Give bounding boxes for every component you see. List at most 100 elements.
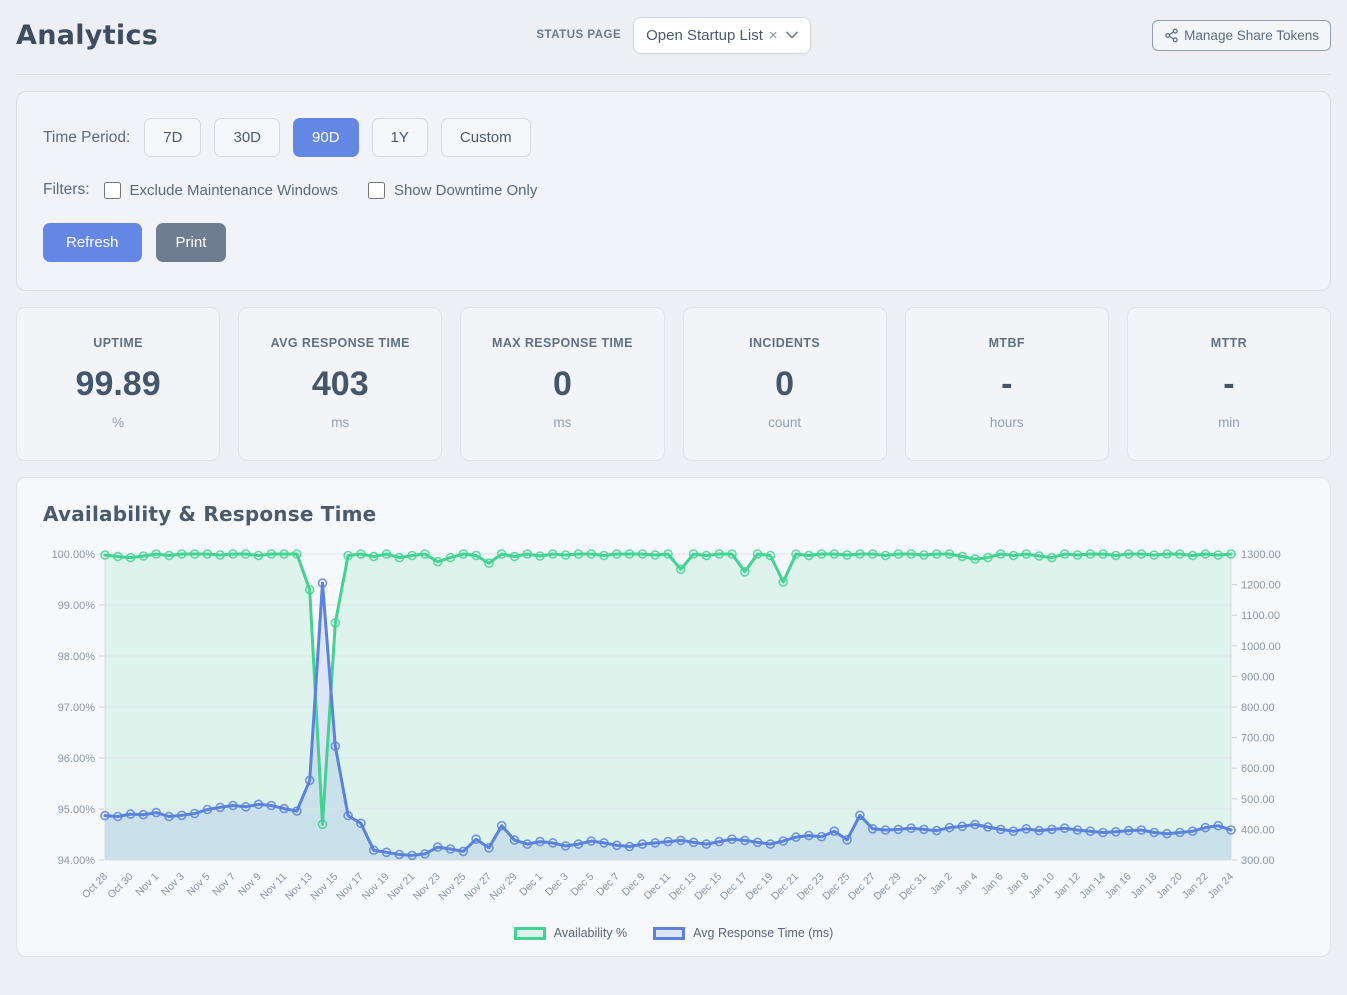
svg-text:Nov 13: Nov 13 (283, 871, 315, 903)
svg-text:94.00%: 94.00% (58, 855, 96, 867)
show-downtime-only-label: Show Downtime Only (393, 181, 538, 199)
svg-text:1000.00: 1000.00 (1241, 641, 1281, 653)
chart-legend: Availability % Avg Response Time (ms) (43, 926, 1304, 940)
status-page-label: STATUS PAGE (536, 29, 622, 41)
svg-text:500.00: 500.00 (1241, 794, 1275, 806)
manage-share-tokens-label: Manage Share Tokens (1184, 27, 1320, 43)
svg-text:Nov 3: Nov 3 (159, 871, 187, 899)
svg-text:1100.00: 1100.00 (1241, 610, 1280, 622)
filter-checkboxes: Exclude Maintenance Windows Show Downtime… (103, 181, 568, 199)
legend-swatch-availability (513, 926, 546, 940)
svg-text:Nov 17: Nov 17 (334, 871, 366, 903)
legend-swatch-avg-response-time-ms (653, 926, 686, 940)
stat-card-max-response-time-value: 0 (552, 365, 572, 403)
stat-card-max-response-time: MAX RESPONSE TIME 0 ms (460, 307, 665, 461)
svg-text:Jan 6: Jan 6 (979, 871, 1006, 898)
time-period-label: Time Period: (43, 128, 131, 146)
svg-text:98.00%: 98.00% (58, 651, 96, 663)
svg-text:97.00%: 97.00% (58, 702, 96, 714)
page-title: Analytics (16, 19, 159, 51)
svg-text:Nov 27: Nov 27 (462, 871, 494, 903)
status-page-group: STATUS PAGE Open Startup List × (536, 16, 811, 54)
svg-text:1300.00: 1300.00 (1241, 549, 1281, 561)
share-icon (1164, 28, 1179, 43)
stat-card-incidents-label: INCIDENTS (749, 336, 821, 350)
svg-text:Dec 27: Dec 27 (846, 871, 878, 903)
svg-text:Nov 7: Nov 7 (210, 871, 238, 899)
manage-share-tokens-button[interactable]: Manage Share Tokens (1152, 19, 1332, 51)
stat-card-uptime-label: UPTIME (93, 336, 143, 350)
svg-text:Oct 28: Oct 28 (80, 871, 110, 901)
chart-title: Availability & Response Time (43, 502, 377, 526)
legend-label-availability: Availability % (553, 926, 628, 940)
status-page-select[interactable]: Open Startup List × (633, 16, 811, 54)
stat-card-mtbf: MTBF - hours (904, 307, 1109, 461)
stats-row: UPTIME 99.89% AVG RESPONSE TIME 403 ms MAX RE… (16, 307, 1332, 461)
time-period-custom[interactable]: Custom (440, 118, 531, 157)
stat-card-incidents-value: 0 (775, 365, 795, 403)
svg-text:300.00: 300.00 (1241, 855, 1275, 867)
time-period-buttons: 7D 30D 90D 1Y Custom (144, 118, 531, 157)
svg-text:99.00%: 99.00% (58, 600, 96, 612)
stat-card-mtbf-label: MTBF (988, 336, 1025, 350)
svg-text:Nov 25: Nov 25 (436, 871, 468, 903)
show-downtime-only-checkbox[interactable] (367, 181, 385, 199)
time-period-30d[interactable]: 30D (214, 118, 281, 157)
svg-text:Nov 19: Nov 19 (360, 871, 392, 903)
availability-response-chart: 94.00% 95.00% 96.00% 97.00% 98.00% 99.00% 100.… (52, 549, 1281, 903)
svg-text:Jan 12: Jan 12 (1052, 871, 1083, 902)
print-button[interactable]: Print (155, 223, 227, 262)
svg-text:Dec 25: Dec 25 (820, 871, 852, 903)
svg-text:Jan 20: Jan 20 (1154, 871, 1185, 902)
svg-text:Oct 30: Oct 30 (105, 871, 135, 901)
header-divider (16, 74, 1331, 75)
svg-text:Jan 2: Jan 2 (928, 871, 955, 898)
chart-card: Availability & Response Time 94.00% 95.00… (16, 477, 1331, 957)
svg-text:Nov 21: Nov 21 (385, 871, 417, 903)
actions-row: Refresh Print (43, 223, 1304, 262)
stat-card-mttr-value: - (1223, 365, 1235, 403)
svg-text:900.00: 900.00 (1241, 671, 1275, 683)
stat-card-mttr-unit: min (1218, 415, 1240, 430)
legend-item-availability[interactable]: Availability % (513, 926, 628, 940)
stat-card-incidents-unit: count (768, 415, 802, 430)
refresh-button[interactable]: Refresh (43, 223, 142, 262)
time-period-1y[interactable]: 1Y (371, 118, 428, 157)
filter-exclude-maintenance-windows[interactable]: Exclude Maintenance Windows (103, 181, 338, 199)
svg-text:Dec 3: Dec 3 (543, 871, 571, 899)
svg-text:Jan 24: Jan 24 (1205, 871, 1236, 902)
time-period-row: Time Period: 7D 30D 90D 1Y Custom (43, 118, 1304, 157)
svg-text:Dec 23: Dec 23 (795, 871, 827, 903)
stat-card-uptime: UPTIME 99.89% (16, 307, 221, 461)
filters-row: Filters: Exclude Maintenance Windows Show… (43, 181, 1304, 199)
svg-text:Dec 31: Dec 31 (897, 871, 929, 903)
stat-card-max-response-time-label: MAX RESPONSE TIME (492, 336, 633, 350)
svg-text:600.00: 600.00 (1241, 763, 1275, 775)
svg-text:Nov 5: Nov 5 (185, 871, 213, 899)
svg-text:Nov 29: Nov 29 (488, 871, 520, 903)
filter-show-downtime-only[interactable]: Show Downtime Only (367, 181, 538, 199)
stat-card-avg-response-time-value: 403 (311, 365, 369, 403)
svg-text:Dec 17: Dec 17 (718, 871, 750, 903)
svg-text:95.00%: 95.00% (58, 804, 96, 816)
stat-card-avg-response-time-label: AVG RESPONSE TIME (270, 336, 410, 350)
clear-selection-icon[interactable]: × (768, 26, 778, 44)
stat-card-uptime-unit: % (112, 415, 125, 430)
stat-card-avg-response-time-unit: ms (331, 415, 350, 430)
svg-text:1200.00: 1200.00 (1241, 580, 1281, 592)
svg-text:100.00%: 100.00% (52, 549, 96, 561)
app-header: Analytics STATUS PAGE Open Startup List … (0, 0, 1347, 62)
stat-card-mtbf-value: - (1001, 365, 1013, 403)
svg-text:96.00%: 96.00% (58, 753, 96, 765)
filters-label: Filters: (43, 181, 90, 198)
exclude-maintenance-windows-checkbox[interactable] (103, 181, 121, 199)
status-page-selected-value: Open Startup List (646, 26, 763, 44)
time-period-90d[interactable]: 90D (293, 118, 359, 157)
svg-text:Jan 4: Jan 4 (954, 871, 981, 898)
svg-text:800.00: 800.00 (1241, 702, 1275, 714)
svg-text:Nov 23: Nov 23 (411, 871, 443, 903)
stat-card-mttr-label: MTTR (1210, 336, 1248, 350)
time-period-7d[interactable]: 7D (144, 118, 202, 157)
legend-item-avg-response-time-ms[interactable]: Avg Response Time (ms) (653, 926, 833, 940)
stat-card-mttr: MTTR - min (1126, 307, 1332, 461)
